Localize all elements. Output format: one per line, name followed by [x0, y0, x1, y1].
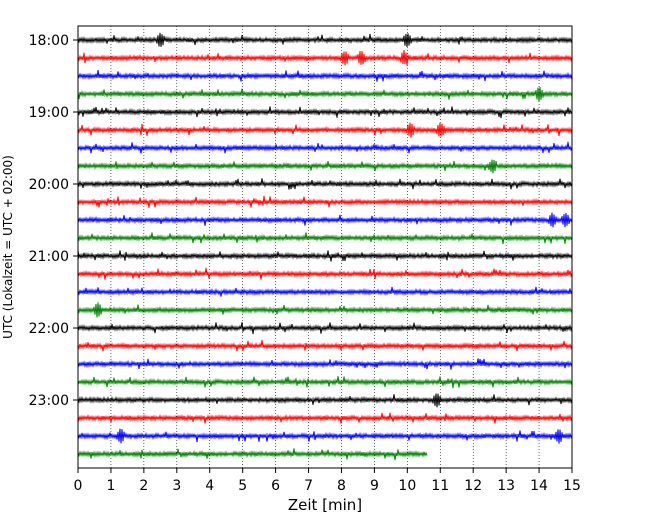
x-tick-label: 15 [563, 478, 581, 494]
trace-line [77, 376, 573, 389]
trace-line [77, 86, 573, 102]
x-tick-label: 4 [205, 478, 214, 494]
x-axis-label: Zeit [min] [288, 496, 362, 514]
x-tick-label: 11 [431, 478, 449, 494]
y-tick-label: 18:00 [29, 33, 69, 49]
x-tick-label: 10 [398, 478, 416, 494]
y-tick-label: 22:00 [29, 321, 69, 337]
x-tick-label: 12 [464, 478, 482, 494]
y-tick-label: 20:00 [29, 177, 69, 193]
trace-line [77, 195, 573, 208]
trace-line [77, 448, 428, 461]
traces-group [77, 32, 573, 461]
trace-line [77, 286, 573, 297]
x-tick-label: 6 [271, 478, 280, 494]
x-tick-label: 14 [530, 478, 548, 494]
x-tick-label: 7 [304, 478, 313, 494]
x-tick-label: 2 [139, 478, 148, 494]
trace-line [77, 159, 573, 174]
x-tick-label: 8 [337, 478, 346, 494]
trace-line [77, 122, 573, 138]
trace-line [77, 212, 573, 228]
trace-line [77, 178, 573, 190]
trace-line [77, 302, 573, 318]
trace-line [77, 49, 573, 66]
trace-line [77, 267, 573, 280]
trace-line [77, 106, 573, 119]
trace-line [77, 70, 573, 82]
trace-line [77, 393, 573, 408]
trace-line [77, 412, 573, 424]
trace-line [77, 141, 573, 154]
x-tick-label: 3 [172, 478, 181, 494]
trace-line [77, 322, 573, 335]
y-tick-label: 23:00 [29, 393, 69, 409]
x-tick-label: 13 [497, 478, 515, 494]
y-tick-label: 21:00 [29, 249, 69, 265]
trace-line [77, 428, 573, 444]
trace-line [77, 358, 573, 370]
plot-frame [77, 25, 573, 469]
x-tick-label: 9 [370, 478, 379, 494]
x-tick-label: 1 [106, 478, 115, 494]
x-tick-label: 5 [238, 478, 247, 494]
y-axis: 18:00 19:00 20:00 21:00 22:00 23:00 [29, 33, 78, 409]
x-axis: 0 1 2 3 4 5 6 7 8 9 10 11 12 13 14 15 [74, 468, 581, 494]
trace-line [77, 339, 573, 352]
x-tick-label: 0 [74, 478, 83, 494]
trace-line [77, 250, 573, 262]
trace-line [77, 232, 573, 245]
trace-line [77, 32, 573, 47]
y-axis-label: UTC (Lokalzeit = UTC + 02:00) [1, 155, 15, 339]
y-tick-label: 19:00 [29, 105, 69, 121]
